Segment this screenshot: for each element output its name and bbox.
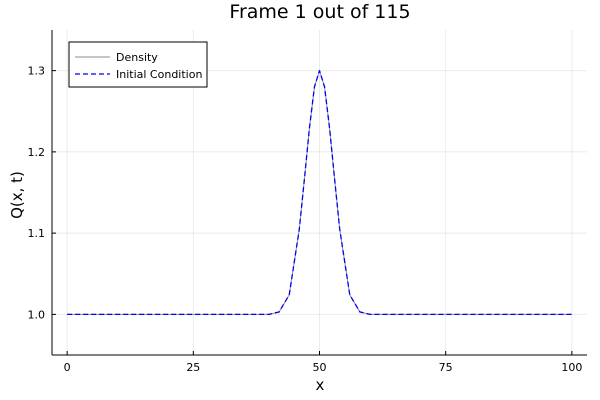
legend-box <box>68 41 208 88</box>
x-tick-label: 50 <box>313 361 327 374</box>
y-tick-label: 1.2 <box>28 146 46 159</box>
x-tick-label: 75 <box>439 361 453 374</box>
legend-label-initial-condition: Initial Condition <box>116 68 202 81</box>
series-line-initial-condition <box>67 69 572 316</box>
tick-labels: 0 25 50 75 100 1.0 1.1 1.2 1.3 <box>28 65 583 374</box>
legend-label-density: Density <box>116 51 158 64</box>
chart-title: Frame 1 out of 115 <box>229 1 410 23</box>
x-tick-label: 25 <box>186 361 200 374</box>
x-tick-label: 100 <box>561 361 582 374</box>
y-axis-label: Q(x, t) <box>8 171 26 219</box>
series-lines <box>67 69 572 316</box>
legend: Density Initial Condition <box>68 41 208 88</box>
x-tick-label: 0 <box>64 361 71 374</box>
axes <box>51 30 587 356</box>
y-tick-label: 1.0 <box>28 308 46 321</box>
y-tick-label: 1.1 <box>28 227 46 240</box>
y-tick-label: 1.3 <box>28 65 46 78</box>
x-axis-label: x <box>316 376 325 394</box>
